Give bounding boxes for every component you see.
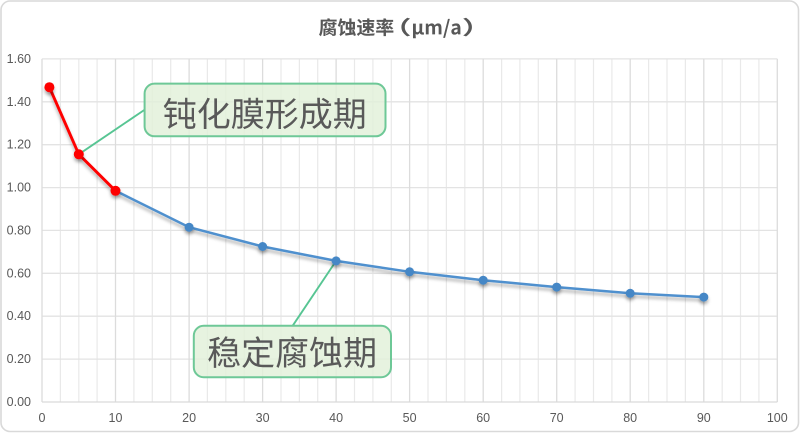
svg-text:60: 60 [476, 411, 490, 425]
svg-text:0.00: 0.00 [7, 395, 31, 409]
svg-text:0: 0 [39, 411, 46, 425]
svg-text:30: 30 [256, 411, 270, 425]
svg-text:90: 90 [697, 411, 711, 425]
svg-text:80: 80 [623, 411, 637, 425]
svg-text:1.40: 1.40 [7, 95, 31, 109]
svg-text:70: 70 [550, 411, 564, 425]
svg-text:0.80: 0.80 [7, 223, 31, 237]
svg-text:1.00: 1.00 [7, 181, 31, 195]
svg-text:0.60: 0.60 [7, 266, 31, 280]
svg-text:40: 40 [329, 411, 343, 425]
svg-text:1.20: 1.20 [7, 138, 31, 152]
svg-text:10: 10 [109, 411, 123, 425]
svg-text:0.20: 0.20 [7, 352, 31, 366]
svg-text:100: 100 [767, 411, 788, 425]
svg-text:50: 50 [403, 411, 417, 425]
svg-text:20: 20 [182, 411, 196, 425]
svg-text:0.40: 0.40 [7, 309, 31, 323]
svg-text:1.60: 1.60 [7, 52, 31, 66]
